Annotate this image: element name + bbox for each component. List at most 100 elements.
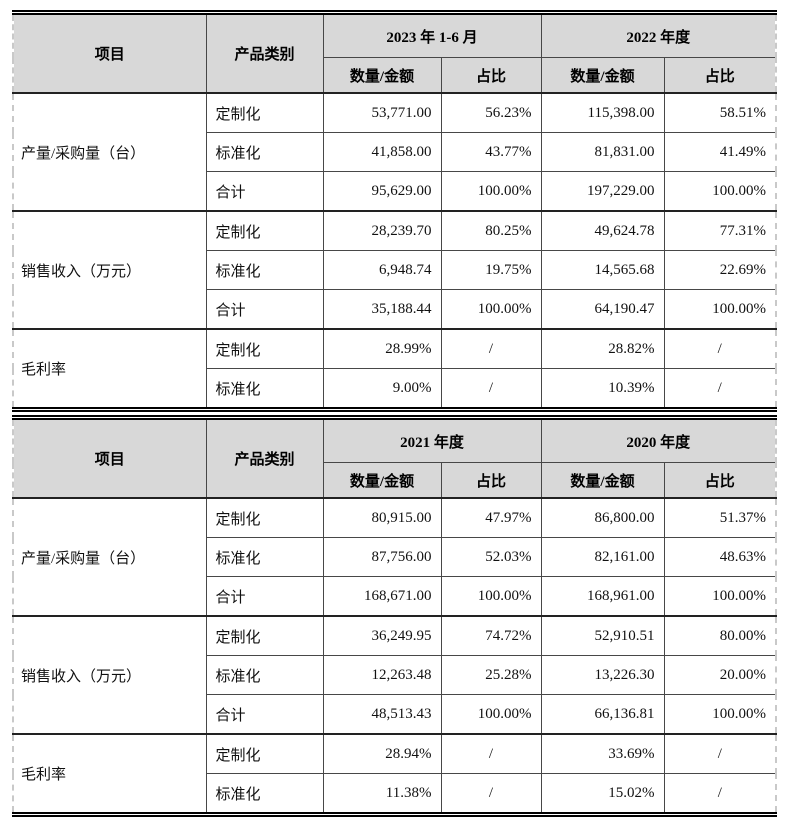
amount-cell: 168,961.00 — [540, 576, 665, 617]
category-cell: 标准化 — [205, 773, 324, 815]
amount-cell: 28.99% — [322, 328, 442, 369]
ratio-cell: 41.49% — [663, 132, 777, 172]
header-amount-a: 数量/金额 — [322, 462, 442, 499]
category-cell: 标准化 — [205, 132, 324, 172]
amount-cell: 115,398.00 — [540, 92, 665, 133]
header-row-periods: 项目 产品类别 2021 年度 2020 年度 — [12, 417, 777, 499]
table-row: 合计 48,513.43 100.00% 66,136.81 100.00% — [13, 694, 777, 735]
header-period-2021: 2021 年度 — [322, 417, 542, 463]
ratio-cell: / — [663, 733, 777, 774]
group-label: 毛利率 — [12, 733, 207, 815]
category-cell: 标准化 — [205, 537, 324, 577]
category-cell: 合计 — [205, 289, 324, 330]
header-ratio-a: 占比 — [440, 462, 542, 499]
ratio-cell: 51.37% — [663, 497, 777, 538]
ratio-cell: 22.69% — [663, 250, 777, 290]
table-row: 合计 95,629.00 100.00% 197,229.00 100.00% — [13, 171, 777, 212]
ratio-cell: 48.63% — [663, 537, 777, 577]
table-row: 标准化 9.00% / 10.39% / — [13, 368, 777, 410]
ratio-cell: 100.00% — [440, 289, 542, 330]
group-label: 产量/采购量（台） — [12, 92, 207, 212]
category-cell: 合计 — [205, 694, 324, 735]
ratio-cell: 100.00% — [663, 289, 777, 330]
table-row: 毛利率 定制化 28.99% / 28.82% / — [12, 328, 777, 410]
amount-cell: 197,229.00 — [540, 171, 665, 212]
category-cell: 定制化 — [205, 92, 324, 133]
ratio-cell: 100.00% — [440, 576, 542, 617]
amount-cell: 6,948.74 — [322, 250, 442, 290]
group-label: 销售收入（万元） — [12, 615, 207, 735]
ratio-cell: 58.51% — [663, 92, 777, 133]
amount-cell: 82,161.00 — [540, 537, 665, 577]
amount-cell: 33.69% — [540, 733, 665, 774]
amount-cell: 95,629.00 — [322, 171, 442, 212]
amount-cell: 49,624.78 — [540, 210, 665, 251]
amount-cell: 53,771.00 — [322, 92, 442, 133]
ratio-cell: / — [663, 773, 777, 815]
ratio-cell: / — [663, 328, 777, 369]
group-label: 毛利率 — [12, 328, 207, 410]
ratio-cell: 100.00% — [663, 576, 777, 617]
category-cell: 标准化 — [205, 368, 324, 410]
ratio-cell: 56.23% — [440, 92, 542, 133]
amount-cell: 35,188.44 — [322, 289, 442, 330]
ratio-cell: 77.31% — [663, 210, 777, 251]
amount-cell: 9.00% — [322, 368, 442, 410]
table2-header: 项目 产品类别 2021 年度 2020 年度 数量/金额 占比 数量/金额 占… — [12, 417, 777, 499]
category-cell: 合计 — [205, 576, 324, 617]
amount-cell: 13,226.30 — [540, 655, 665, 695]
amount-cell: 81,831.00 — [540, 132, 665, 172]
category-cell: 定制化 — [205, 733, 324, 774]
header-item: 项目 — [12, 12, 207, 94]
ratio-cell: 43.77% — [440, 132, 542, 172]
amount-cell: 64,190.47 — [540, 289, 665, 330]
ratio-cell: 52.03% — [440, 537, 542, 577]
amount-cell: 12,263.48 — [322, 655, 442, 695]
ratio-cell: / — [440, 368, 542, 410]
table-row: 产量/采购量（台） 定制化 80,915.00 47.97% 86,800.00… — [12, 497, 777, 617]
table-row: 毛利率 定制化 28.94% / 33.69% / — [12, 733, 777, 815]
table1-body: 产量/采购量（台） 定制化 53,771.00 56.23% 115,398.0… — [12, 92, 777, 410]
category-cell: 合计 — [205, 171, 324, 212]
table2-body: 产量/采购量（台） 定制化 80,915.00 47.97% 86,800.00… — [12, 497, 777, 815]
header-amount-b: 数量/金额 — [540, 462, 665, 499]
table-2023h1-2022: 项目 产品类别 2023 年 1-6 月 2022 年度 数量/金额 占比 数量… — [12, 10, 778, 412]
table-row: 合计 35,188.44 100.00% 64,190.47 100.00% — [13, 289, 777, 330]
table-row: 标准化 6,948.74 19.75% 14,565.68 22.69% — [13, 250, 777, 290]
header-ratio-b: 占比 — [663, 462, 777, 499]
header-amount-b: 数量/金额 — [540, 57, 665, 94]
ratio-cell: / — [440, 773, 542, 815]
amount-cell: 86,800.00 — [540, 497, 665, 538]
header-category: 产品类别 — [205, 417, 324, 499]
header-row-measures: 数量/金额 占比 数量/金额 占比 — [13, 462, 777, 499]
category-cell: 定制化 — [205, 328, 324, 369]
header-ratio-a: 占比 — [440, 57, 542, 94]
group-label: 产量/采购量（台） — [12, 497, 207, 617]
amount-cell: 11.38% — [322, 773, 442, 815]
ratio-cell: 20.00% — [663, 655, 777, 695]
amount-cell: 168,671.00 — [322, 576, 442, 617]
ratio-cell: 80.25% — [440, 210, 542, 251]
amount-cell: 66,136.81 — [540, 694, 665, 735]
ratio-cell: / — [440, 733, 542, 774]
amount-cell: 28.94% — [322, 733, 442, 774]
header-period-2023h1: 2023 年 1-6 月 — [322, 12, 542, 58]
amount-cell: 52,910.51 — [540, 615, 665, 656]
table-row: 合计 168,671.00 100.00% 168,961.00 100.00% — [13, 576, 777, 617]
ratio-cell: 25.28% — [440, 655, 542, 695]
amount-cell: 10.39% — [540, 368, 665, 410]
ratio-cell: / — [663, 368, 777, 410]
table1-header: 项目 产品类别 2023 年 1-6 月 2022 年度 数量/金额 占比 数量… — [12, 12, 777, 94]
amount-cell: 36,249.95 — [322, 615, 442, 656]
header-category: 产品类别 — [205, 12, 324, 94]
amount-cell: 28.82% — [540, 328, 665, 369]
amount-cell: 48,513.43 — [322, 694, 442, 735]
table-row: 销售收入（万元） 定制化 28,239.70 80.25% 49,624.78 … — [12, 210, 777, 330]
category-cell: 定制化 — [205, 497, 324, 538]
ratio-cell: 47.97% — [440, 497, 542, 538]
header-row-measures: 数量/金额 占比 数量/金额 占比 — [13, 57, 777, 94]
header-period-2020: 2020 年度 — [540, 417, 777, 463]
amount-cell: 87,756.00 — [322, 537, 442, 577]
header-item: 项目 — [12, 417, 207, 499]
